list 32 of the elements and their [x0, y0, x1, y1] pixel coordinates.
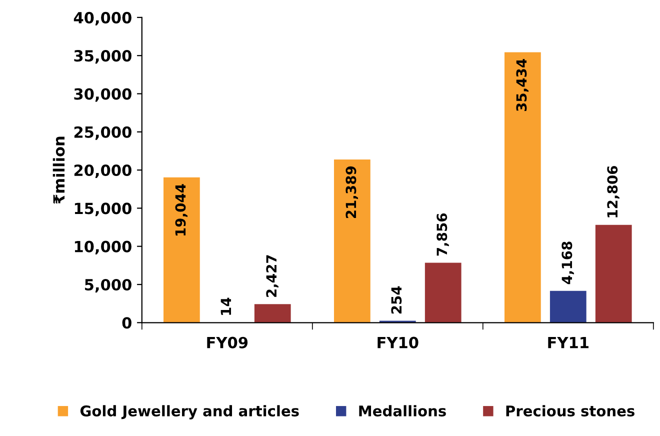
- legend-label: Precious stones: [506, 405, 634, 416]
- data-label: 254: [391, 286, 402, 314]
- bar: [424, 262, 462, 323]
- y-axis-title: ₹million: [52, 136, 65, 204]
- y-tick-label: 35,000: [74, 50, 132, 64]
- y-tick-label: 25,000: [74, 126, 132, 140]
- data-label: 19,044: [175, 184, 188, 236]
- data-label: 14: [220, 298, 231, 315]
- bar: [504, 52, 541, 323]
- x-tick-label: FY09: [207, 336, 248, 348]
- y-tick-label: 20,000: [74, 164, 132, 178]
- bar: [550, 290, 586, 323]
- y-tick-label: 40,000: [74, 12, 132, 26]
- y-tick-label: 0: [122, 317, 132, 329]
- bar: [595, 224, 632, 323]
- data-label: 2,427: [266, 255, 278, 297]
- data-label: 35,434: [516, 59, 528, 112]
- legend-label: Medallions: [359, 405, 446, 416]
- y-tick-label: 30,000: [74, 88, 132, 102]
- y-tick-label: 10,000: [74, 240, 132, 254]
- x-tick-label: FY10: [378, 336, 418, 348]
- bar: [254, 304, 291, 323]
- data-label: 21,389: [346, 166, 358, 218]
- bar: [163, 177, 200, 323]
- x-tick-label: FY11: [548, 337, 588, 348]
- legend-label: Gold Jewellery and articles: [80, 405, 299, 420]
- y-tick-label: 15,000: [74, 202, 132, 216]
- y-tick-label: 5,000: [85, 278, 132, 292]
- data-label: 4,168: [562, 242, 574, 284]
- bar: [334, 159, 370, 323]
- data-label: 7,856: [436, 213, 449, 256]
- data-label: 12,806: [607, 166, 620, 218]
